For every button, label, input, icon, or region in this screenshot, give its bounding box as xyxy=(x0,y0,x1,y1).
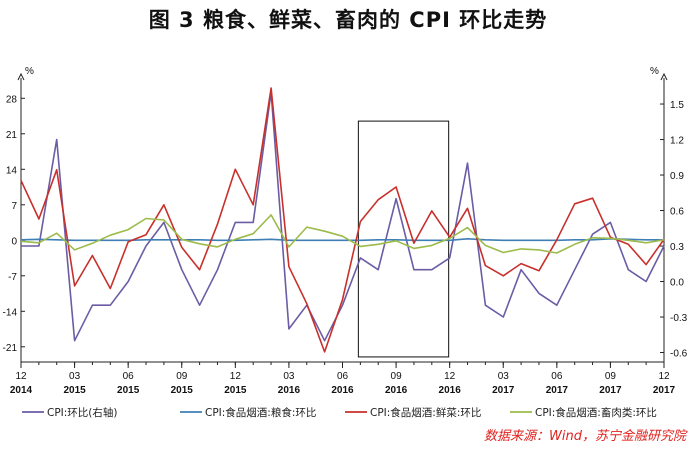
right-tick-label: 1.5 xyxy=(670,100,684,111)
x-tick-month: 06 xyxy=(337,371,349,382)
x-tick-year: 2015 xyxy=(224,385,247,396)
x-tick-year: 2016 xyxy=(385,385,408,396)
x-tick-year: 2017 xyxy=(492,385,515,396)
x-tick-month: 09 xyxy=(605,371,617,382)
legend-label-1: CPI:环比(右轴) xyxy=(47,406,118,419)
right-tick-label: 0.0 xyxy=(670,278,684,289)
right-tick-label: 0.3 xyxy=(670,242,684,253)
x-tick-year: 2017 xyxy=(599,385,622,396)
x-tick-year: 2015 xyxy=(117,385,140,396)
left-tick-label: -21 xyxy=(3,343,18,354)
x-tick-month: 06 xyxy=(551,371,563,382)
axes: % % 28 21 14 7 0 -7 -14 -21 1.5 1.2 0.9 0.6 0.3 0.0 -0.3… xyxy=(3,66,688,396)
left-axis-arrow xyxy=(17,72,25,81)
left-tick-label: 0 xyxy=(11,236,17,247)
right-tick-label: -0.6 xyxy=(670,349,688,360)
left-tick-label: 14 xyxy=(6,165,18,176)
chart-title: 图 3 粮食、鲜菜、畜肉的 CPI 环比走势 xyxy=(148,8,548,32)
x-tick-year: 2016 xyxy=(278,385,301,396)
left-tick-label: 7 xyxy=(11,201,17,212)
x-tick-month: 03 xyxy=(69,371,81,382)
x-tick-month: 12 xyxy=(444,371,456,382)
left-axis-unit: % xyxy=(25,66,34,77)
right-tick-label: 0.9 xyxy=(670,171,684,182)
x-tick-month: 12 xyxy=(658,371,670,382)
legend-label-4: CPI:食品烟酒:畜肉类:环比 xyxy=(535,406,657,419)
x-tick-year: 2017 xyxy=(653,385,676,396)
legend: CPI:环比(右轴) CPI:食品烟酒:粮食:环比 CPI:食品烟酒:鲜菜:环比 CP… xyxy=(22,406,657,419)
x-tick-month: 03 xyxy=(283,371,295,382)
x-tick-year: 2015 xyxy=(63,385,86,396)
left-tick-label: -14 xyxy=(3,307,18,318)
legend-label-2: CPI:食品烟酒:粮食:环比 xyxy=(205,406,316,419)
x-tick-year: 2015 xyxy=(171,385,194,396)
left-tick-label: 21 xyxy=(6,130,18,141)
x-tick-month: 12 xyxy=(230,371,242,382)
right-axis-unit: % xyxy=(650,66,659,77)
left-tick-label: 28 xyxy=(6,94,18,105)
source-note: 数据来源：Wind，苏宁金融研究院 xyxy=(484,429,686,444)
x-tick-year: 2017 xyxy=(546,385,569,396)
right-tick-label: 0.6 xyxy=(670,207,684,218)
series-line-4 xyxy=(20,214,665,254)
x-tick-month: 09 xyxy=(391,371,403,382)
x-tick-year: 2016 xyxy=(439,385,462,396)
x-tick-year: 2016 xyxy=(331,385,354,396)
right-tick-label: -0.3 xyxy=(670,313,688,324)
x-tick-month: 03 xyxy=(498,371,510,382)
right-tick-label: 1.2 xyxy=(670,136,684,147)
series-line-1 xyxy=(21,91,665,342)
series-line-2 xyxy=(20,238,664,242)
series-lines xyxy=(20,87,665,353)
x-tick-month: 12 xyxy=(15,371,27,382)
legend-label-3: CPI:食品烟酒:鲜菜:环比 xyxy=(370,406,481,419)
highlight-box xyxy=(357,120,450,358)
series-line-3 xyxy=(20,87,665,353)
x-tick-year: 2014 xyxy=(10,385,33,396)
right-axis-arrow xyxy=(660,72,668,81)
x-tick-month: 09 xyxy=(176,371,188,382)
left-tick-label: -7 xyxy=(8,272,17,283)
x-tick-month: 06 xyxy=(123,371,135,382)
